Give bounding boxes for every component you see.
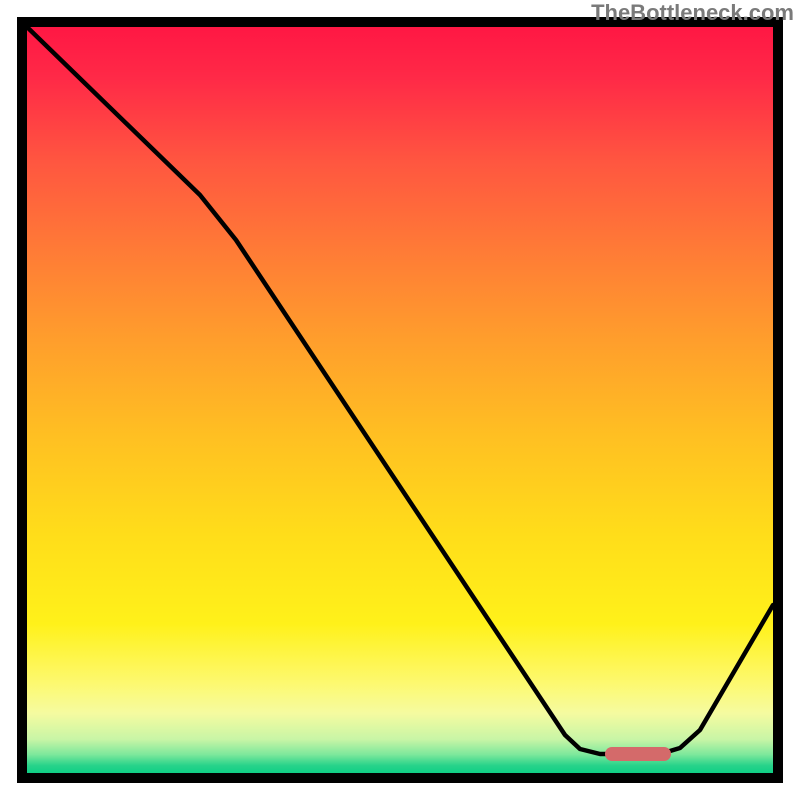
watermark-text: TheBottleneck.com xyxy=(591,0,794,26)
gradient-background xyxy=(27,27,773,773)
bottleneck-chart xyxy=(0,0,800,800)
chart-container: TheBottleneck.com xyxy=(0,0,800,800)
ideal-zone-marker xyxy=(605,747,671,761)
